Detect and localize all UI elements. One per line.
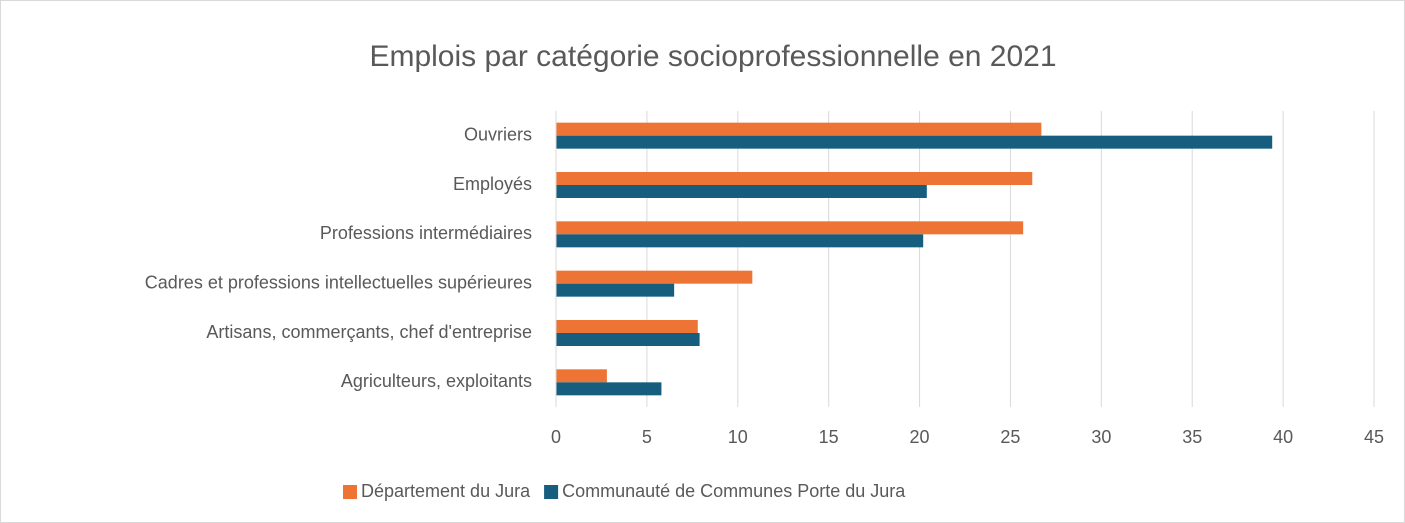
y-tick-label: Professions intermédiaires	[320, 223, 532, 243]
x-tick-label: 25	[1000, 427, 1020, 447]
bar	[556, 221, 1024, 235]
x-tick-label: 40	[1273, 427, 1293, 447]
bar	[556, 320, 698, 333]
x-tick-label: 0	[551, 427, 561, 447]
x-tick-label: 35	[1182, 427, 1202, 447]
y-tick-label: Artisans, commerçants, chef d'entreprise	[206, 322, 532, 342]
bar	[556, 270, 753, 284]
bar	[556, 369, 607, 383]
bar	[556, 382, 662, 396]
x-tick-label: 15	[819, 427, 839, 447]
legend-label: Département du Jura	[361, 481, 531, 501]
bar	[556, 185, 927, 198]
bar	[556, 283, 675, 297]
legend-label: Communauté de Communes Porte du Jura	[562, 481, 906, 501]
bar	[556, 135, 1273, 149]
chart-title: Emplois par catégorie socioprofessionnel…	[369, 40, 1056, 73]
bar	[556, 234, 924, 248]
x-tick-label: 10	[728, 427, 748, 447]
legend-swatch	[544, 485, 559, 499]
y-tick-label: Employés	[453, 174, 532, 194]
y-tick-label: Cadres et professions intellectuelles su…	[145, 272, 532, 292]
x-tick-label: 45	[1364, 427, 1384, 447]
x-tick-label: 5	[642, 427, 652, 447]
legend-swatch	[343, 485, 357, 499]
bar	[556, 172, 1033, 185]
bar	[556, 122, 1042, 136]
y-tick-label: Agriculteurs, exploitants	[341, 371, 532, 391]
bar	[556, 333, 700, 346]
y-tick-label: Ouvriers	[464, 124, 532, 144]
x-tick-label: 30	[1091, 427, 1111, 447]
x-tick-label: 20	[910, 427, 930, 447]
